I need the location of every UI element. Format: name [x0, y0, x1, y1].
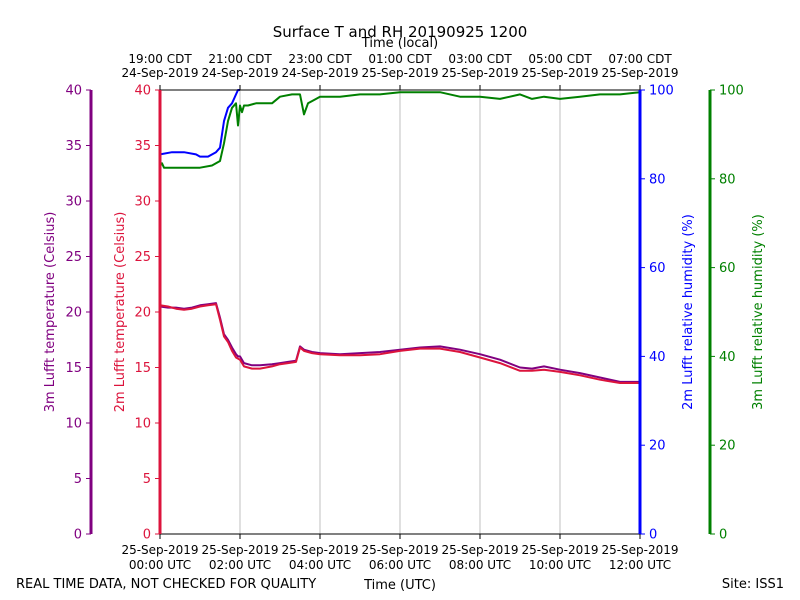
y-tick-label-t3m: 20 [65, 306, 82, 321]
y-tick-label-rh3m: 40 [719, 350, 736, 365]
x-tick-label-utc-time: 02:00 UTC [209, 558, 271, 572]
x-tick-label-local-time: 23:00 CDT [288, 52, 352, 66]
x-tick-label-utc-date: 25-Sep-2019 [441, 543, 518, 557]
y-tick-label-t3m: 15 [65, 361, 82, 376]
site-label: Site: ISS1 [722, 577, 784, 592]
y-tick-label-rh3m: 60 [719, 261, 736, 276]
x-tick-label-local-time: 03:00 CDT [448, 52, 512, 66]
x-tick-label-utc-date: 25-Sep-2019 [361, 543, 438, 557]
y-tick-label-rh2m: 40 [649, 350, 666, 365]
y-tick-label-t2m: 20 [134, 306, 151, 321]
y-tick-label-t2m: 40 [134, 84, 151, 99]
axes-layer: 0 5 10 15 20 25 30 35 40 0 5 10 15 20 25 30 35 40 0 20 40 60 8… [65, 52, 743, 572]
x-tick-label-utc-date: 25-Sep-2019 [201, 543, 278, 557]
y-tick-label-t2m: 10 [134, 417, 151, 432]
y-tick-label-t3m: 0 [74, 528, 82, 543]
y-axis-label-t2m: 2m Lufft temperature (Celsius) [113, 212, 128, 413]
series-line-rh2m [159, 89, 240, 158]
x-tick-label-local-time: 05:00 CDT [528, 52, 592, 66]
x-tick-label-utc-time: 08:00 UTC [449, 558, 511, 572]
x-tick-label-local-date: 24-Sep-2019 [201, 66, 278, 80]
y-tick-label-t2m: 15 [134, 361, 151, 376]
x-tick-label-utc-time: 04:00 UTC [289, 558, 351, 572]
x-tick-label-local-time: 01:00 CDT [368, 52, 432, 66]
y-tick-label-t3m: 35 [65, 139, 82, 154]
y-tick-label-t2m: 25 [134, 250, 151, 265]
y-axis-label-rh2m: 2m Lufft relative humidity (%) [681, 214, 696, 410]
y-tick-label-t2m: 30 [134, 195, 151, 210]
x-tick-label-local-date: 25-Sep-2019 [521, 66, 598, 80]
x-tick-label-local-date: 25-Sep-2019 [441, 66, 518, 80]
bottom-axis-label: Time (UTC) [363, 578, 436, 593]
x-tick-label-local-date: 24-Sep-2019 [121, 66, 198, 80]
x-tick-label-utc-date: 25-Sep-2019 [521, 543, 598, 557]
series-line-t2m [159, 303, 640, 384]
x-tick-label-utc-date: 25-Sep-2019 [281, 543, 358, 557]
quality-disclaimer: REAL TIME DATA, NOT CHECKED FOR QUALITY [16, 577, 316, 592]
x-tick-label-local-time: 07:00 CDT [608, 52, 672, 66]
x-tick-label-utc-date: 25-Sep-2019 [121, 543, 198, 557]
y-tick-label-rh3m: 80 [719, 172, 736, 187]
y-tick-label-t2m: 5 [143, 472, 151, 487]
x-tick-label-local-time: 19:00 CDT [128, 52, 192, 66]
y-tick-label-t3m: 10 [65, 417, 82, 432]
y-tick-label-t3m: 5 [74, 472, 82, 487]
y-tick-label-rh3m: 20 [719, 439, 736, 454]
y-tick-label-rh2m: 0 [649, 528, 657, 543]
grid-lines [239, 90, 561, 534]
y-tick-label-rh3m: 0 [719, 528, 727, 543]
x-tick-label-utc-date: 25-Sep-2019 [601, 543, 678, 557]
series-line-rh3m [159, 91, 641, 169]
x-tick-label-local-date: 25-Sep-2019 [361, 66, 438, 80]
x-tick-label-local-time: 21:00 CDT [208, 52, 272, 66]
x-tick-label-utc-time: 06:00 UTC [369, 558, 431, 572]
y-tick-label-t2m: 0 [143, 528, 151, 543]
x-tick-label-utc-time: 12:00 UTC [609, 558, 671, 572]
top-axis-label: Time (local) [361, 36, 438, 51]
series-layer [159, 89, 641, 384]
y-tick-label-rh3m: 100 [719, 84, 744, 99]
y-tick-label-rh2m: 20 [649, 439, 666, 454]
x-tick-label-local-date: 24-Sep-2019 [281, 66, 358, 80]
y-tick-label-rh2m: 60 [649, 261, 666, 276]
y-tick-label-t3m: 40 [65, 84, 82, 99]
y-axis-label-rh3m: 3m Lufft relative humidity (%) [751, 214, 766, 410]
chart-title: Surface T and RH 20190925 1200 [273, 23, 528, 41]
x-tick-label-local-date: 25-Sep-2019 [601, 66, 678, 80]
y-axis-label-t3m: 3m Lufft temperature (Celsius) [43, 212, 58, 413]
x-tick-label-utc-time: 10:00 UTC [529, 558, 591, 572]
y-tick-label-t2m: 35 [134, 139, 151, 154]
y-tick-label-t3m: 25 [65, 250, 82, 265]
y-tick-label-t3m: 30 [65, 195, 82, 210]
y-tick-label-rh2m: 80 [649, 172, 666, 187]
y-tick-label-rh2m: 100 [649, 84, 674, 99]
x-tick-label-utc-time: 00:00 UTC [129, 558, 191, 572]
